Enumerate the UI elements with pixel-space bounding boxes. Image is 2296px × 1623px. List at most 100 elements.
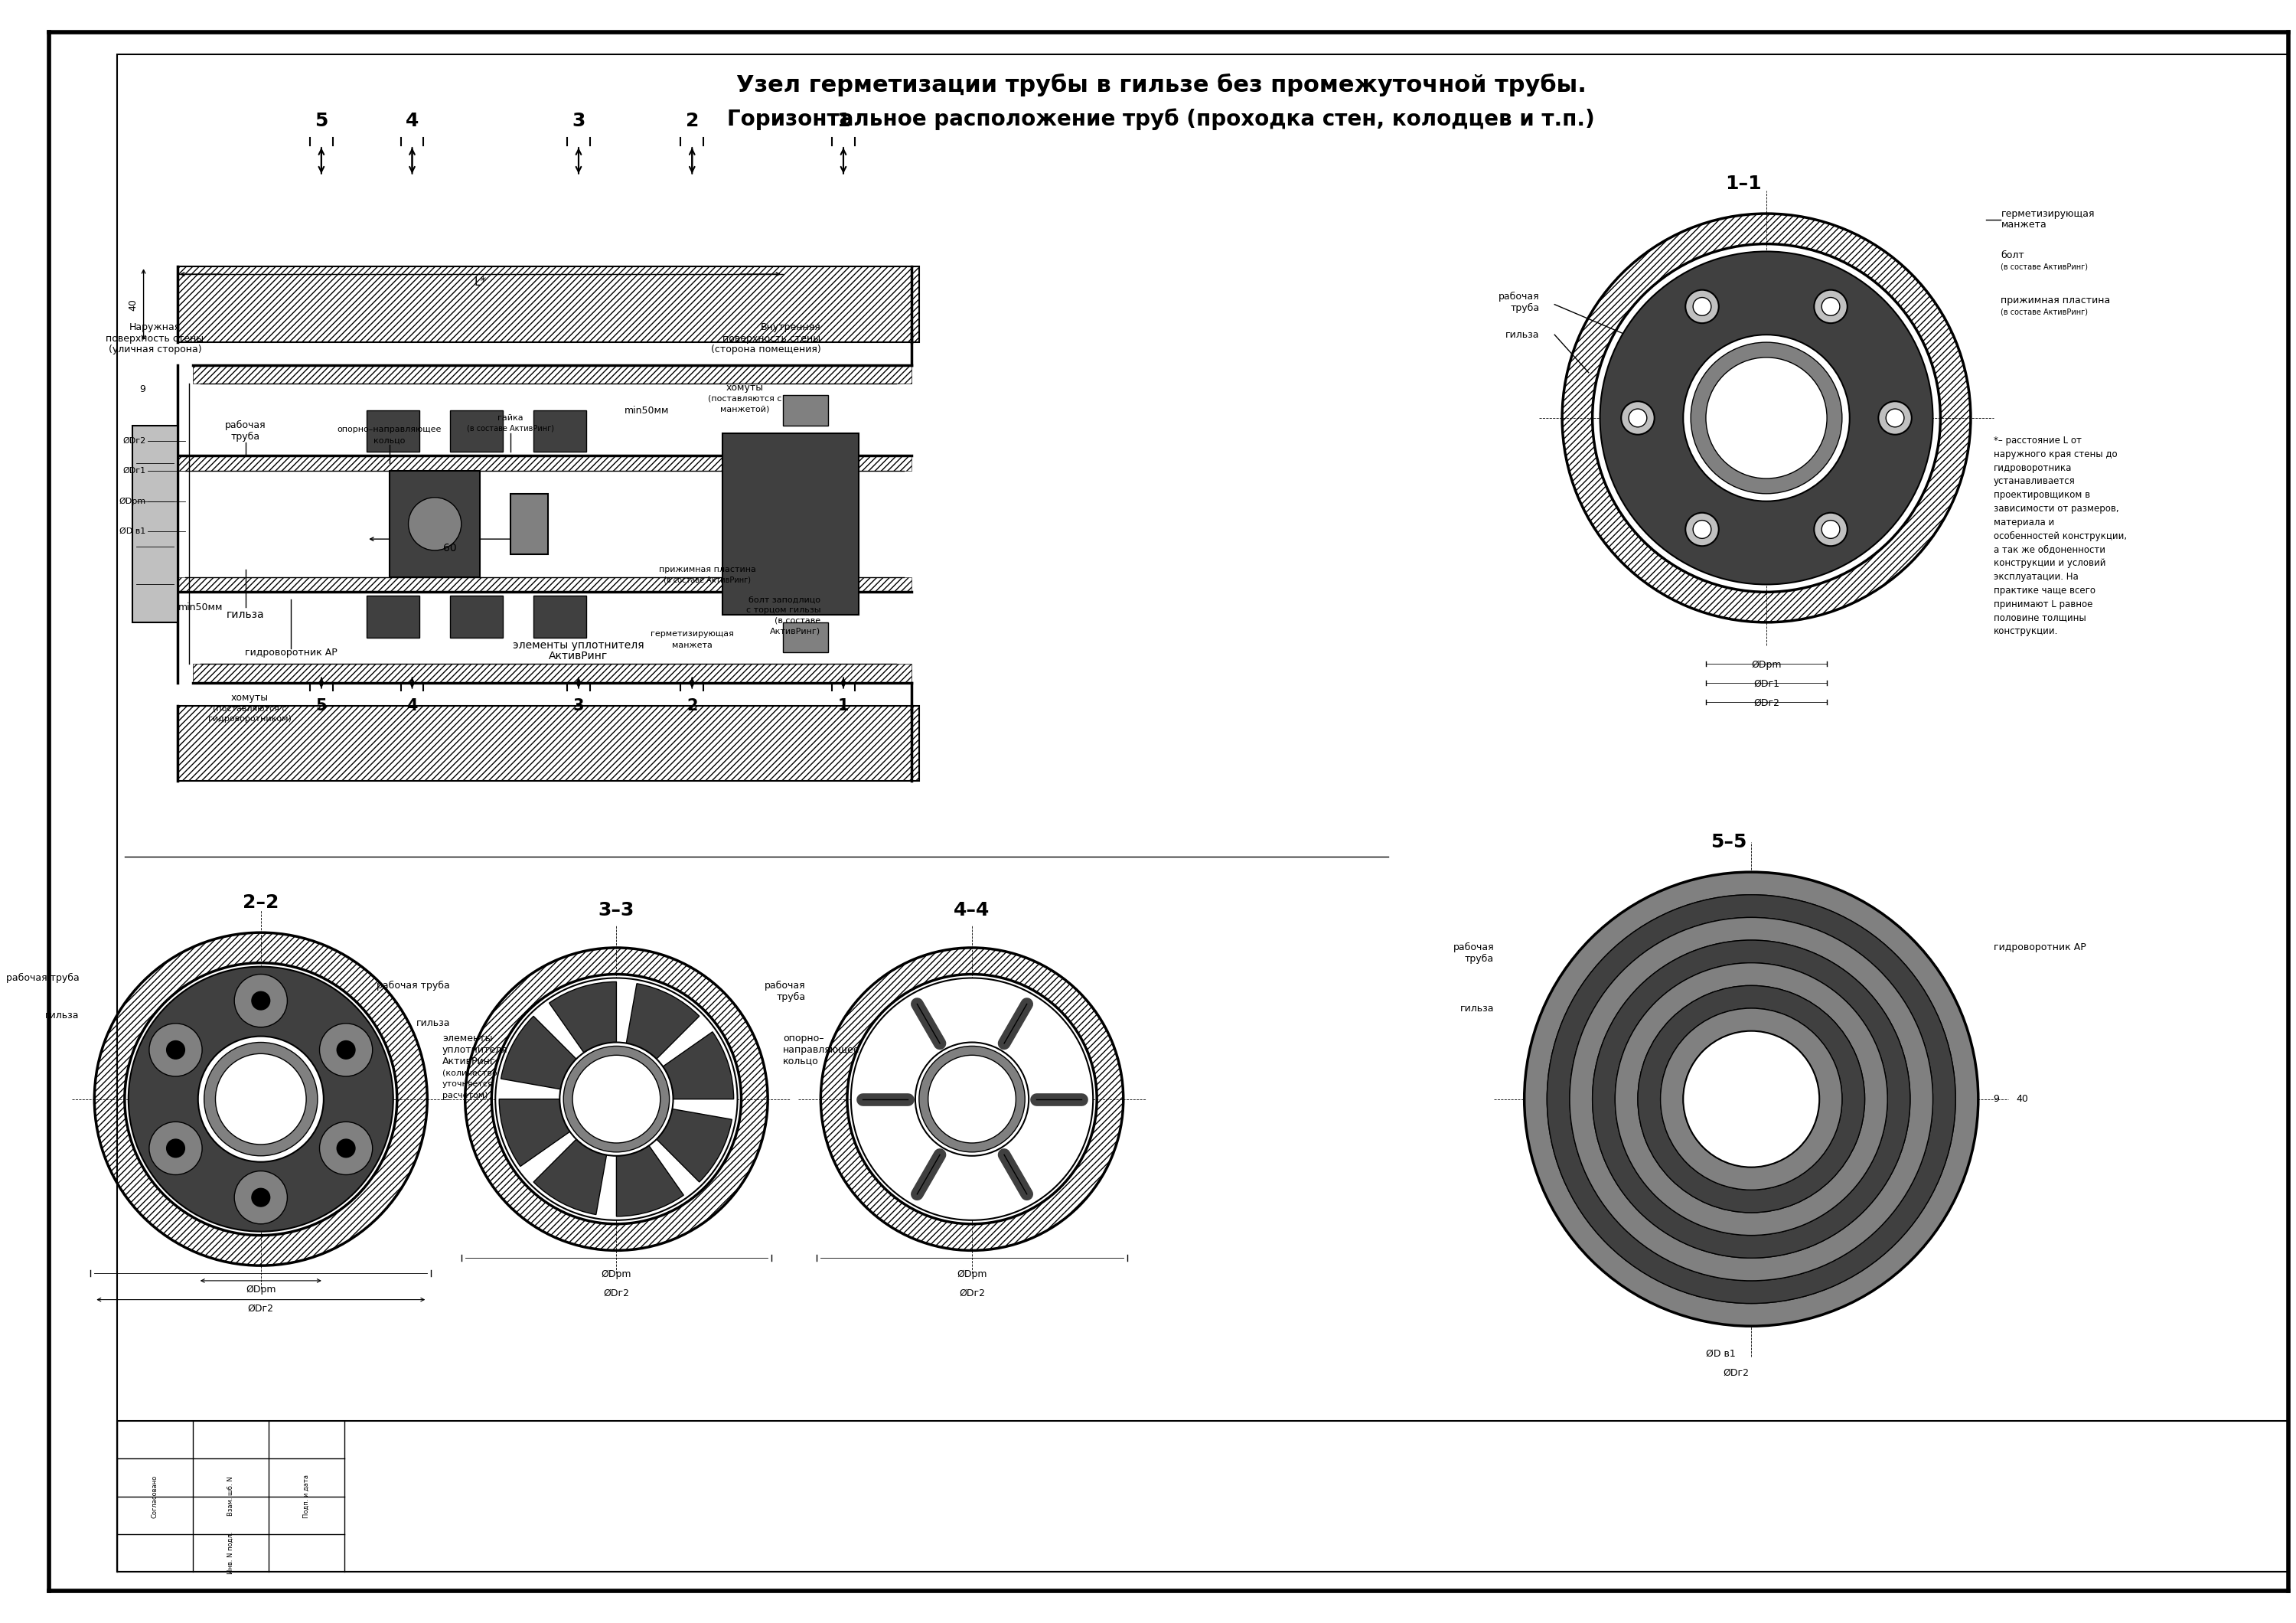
Wedge shape xyxy=(498,1099,615,1167)
Circle shape xyxy=(197,1035,324,1162)
Text: 1: 1 xyxy=(838,698,850,712)
Circle shape xyxy=(1814,513,1848,545)
Text: ØDг2: ØDг2 xyxy=(604,1289,629,1298)
Text: гидроворотник АР: гидроворотник АР xyxy=(246,648,338,657)
Circle shape xyxy=(1600,252,1933,584)
Text: ØD в1: ØD в1 xyxy=(1706,1349,1736,1358)
Text: направляющее: направляющее xyxy=(783,1045,859,1055)
Text: гидроворотником): гидроворотником) xyxy=(209,716,292,722)
Circle shape xyxy=(916,1042,1029,1156)
Bar xyxy=(783,396,829,425)
Text: (сторона помещения): (сторона помещения) xyxy=(712,344,820,355)
Text: рабочая: рабочая xyxy=(1499,292,1538,302)
Circle shape xyxy=(1885,409,1903,427)
Bar xyxy=(390,471,480,576)
Text: 40: 40 xyxy=(2016,1094,2027,1104)
Text: элементы: элементы xyxy=(443,1034,494,1044)
Text: Согласовано: Согласовано xyxy=(152,1475,158,1518)
Text: герметизирующая: герметизирующая xyxy=(650,630,735,638)
Circle shape xyxy=(168,1040,184,1058)
Circle shape xyxy=(1814,291,1848,323)
Wedge shape xyxy=(1525,872,1979,1326)
Text: элементы уплотнителя: элементы уплотнителя xyxy=(512,639,645,651)
Wedge shape xyxy=(1548,894,1956,1303)
Wedge shape xyxy=(1637,985,1864,1212)
Text: 60: 60 xyxy=(443,542,457,553)
Wedge shape xyxy=(615,1099,732,1182)
Circle shape xyxy=(1821,297,1839,315)
Circle shape xyxy=(572,1055,661,1143)
Bar xyxy=(533,411,585,453)
Bar xyxy=(133,425,177,622)
Text: 5–5: 5–5 xyxy=(1711,833,1747,850)
Text: гайка: гайка xyxy=(498,414,523,422)
Text: L*: L* xyxy=(473,276,487,287)
Text: зависимости от размеров,: зависимости от размеров, xyxy=(1993,503,2119,514)
Bar xyxy=(450,411,503,453)
Text: (в составе: (в составе xyxy=(774,617,820,625)
Text: min50мм: min50мм xyxy=(625,406,668,415)
Bar xyxy=(783,622,829,652)
Circle shape xyxy=(1628,409,1646,427)
Text: Инв. N подл.: Инв. N подл. xyxy=(227,1532,234,1574)
Text: рабочая труба: рабочая труба xyxy=(377,980,450,990)
Text: (в составе АктивРинг): (в составе АктивРинг) xyxy=(2000,263,2087,271)
Text: уточняется: уточняется xyxy=(443,1081,494,1087)
Wedge shape xyxy=(1614,962,1887,1235)
Text: 5: 5 xyxy=(317,698,326,712)
Text: (в составе АктивРинг): (в составе АктивРинг) xyxy=(664,576,751,584)
Bar xyxy=(117,1420,2289,1573)
Text: (количество: (количество xyxy=(443,1070,498,1076)
Text: гильза: гильза xyxy=(416,1018,450,1029)
Text: 9: 9 xyxy=(140,385,147,394)
Wedge shape xyxy=(615,984,700,1099)
Circle shape xyxy=(204,1042,317,1156)
Text: принимают L равное: принимают L равное xyxy=(1993,599,2092,609)
Circle shape xyxy=(563,1047,670,1152)
Circle shape xyxy=(1692,297,1711,315)
Circle shape xyxy=(319,1121,372,1175)
Text: ØDг2: ØDг2 xyxy=(1722,1368,1750,1378)
Text: АктивРинг): АктивРинг) xyxy=(769,628,820,635)
Text: 9: 9 xyxy=(1993,1094,2000,1104)
Circle shape xyxy=(319,1024,372,1076)
Text: (поставляются с: (поставляются с xyxy=(214,704,287,712)
Text: 4: 4 xyxy=(406,698,418,712)
Text: манжета: манжета xyxy=(2000,221,2046,230)
Text: опорно–направляющее: опорно–направляющее xyxy=(338,425,441,433)
Circle shape xyxy=(168,1139,184,1157)
Circle shape xyxy=(1685,291,1720,323)
Bar xyxy=(177,266,918,342)
Text: 3: 3 xyxy=(574,698,583,712)
Text: (уличная сторона): (уличная сторона) xyxy=(108,344,202,355)
Circle shape xyxy=(149,1121,202,1175)
Wedge shape xyxy=(1660,1008,1841,1190)
Circle shape xyxy=(1683,334,1851,502)
Text: конструкции и условий: конструкции и условий xyxy=(1993,558,2105,568)
Text: ØDрm: ØDрm xyxy=(957,1269,987,1279)
Circle shape xyxy=(1878,401,1913,435)
Text: 2–2: 2–2 xyxy=(243,893,278,912)
Text: 3: 3 xyxy=(572,112,585,130)
Text: АктивРинг: АктивРинг xyxy=(549,651,608,662)
Circle shape xyxy=(1690,342,1841,493)
Text: гильза: гильза xyxy=(46,1011,80,1021)
Text: Узел герметизации трубы в гильзе без промежуточной трубы.: Узел герметизации трубы в гильзе без про… xyxy=(737,73,1587,96)
Text: ØDг2: ØDг2 xyxy=(248,1303,273,1313)
Text: опорно–: опорно– xyxy=(783,1034,824,1044)
Circle shape xyxy=(234,1170,287,1224)
Wedge shape xyxy=(533,1099,615,1214)
Circle shape xyxy=(1683,1031,1818,1167)
Wedge shape xyxy=(549,982,615,1099)
Bar xyxy=(193,365,912,385)
Bar xyxy=(723,433,859,615)
Text: 40: 40 xyxy=(129,299,138,310)
Text: гильза: гильза xyxy=(1506,329,1538,339)
Text: болт заподлицо: болт заподлицо xyxy=(748,596,820,604)
Text: прижимная пластина: прижимная пластина xyxy=(2000,295,2110,305)
Text: 3–3: 3–3 xyxy=(599,901,634,919)
Circle shape xyxy=(1692,521,1711,539)
Text: особенностей конструкции,: особенностей конструкции, xyxy=(1993,531,2126,540)
Text: труба: труба xyxy=(1511,304,1538,313)
Circle shape xyxy=(1706,357,1828,479)
